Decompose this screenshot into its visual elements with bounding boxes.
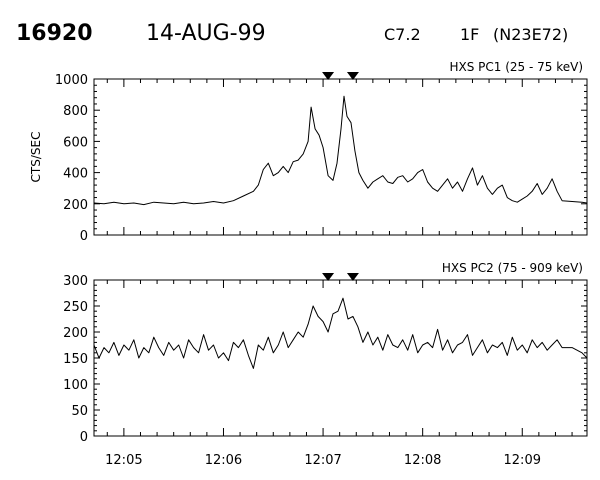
- x-tick-label: 12:06: [205, 453, 242, 468]
- series-line-pc1: [93, 95, 588, 206]
- y-tick-label-pc1: 1000: [55, 73, 88, 88]
- time-marker-pc2: [322, 273, 335, 281]
- panel-pc1-title: HXS PC1 (25 - 75 keV): [449, 60, 583, 74]
- panel-pc2: HXS PC2 (75 - 909 keV) 0 50 100 150 200 250 30…: [63, 261, 588, 468]
- time-marker-pc1: [322, 72, 335, 80]
- y-tick-label-pc2: 50: [71, 404, 88, 419]
- y-tick-label-pc1: 200: [63, 198, 88, 213]
- y-tick-label-pc2: 300: [63, 274, 88, 289]
- time-marker-pc1: [346, 72, 359, 80]
- time-marker-pc2: [346, 273, 359, 281]
- y-tick-label-pc1: 600: [63, 135, 88, 150]
- panel-pc2-title: HXS PC2 (75 - 909 keV): [442, 261, 583, 275]
- flare-location: (N23E72): [493, 25, 568, 44]
- goes-class: C7.2: [384, 25, 421, 44]
- x-tick-label: 12:07: [304, 453, 341, 468]
- plot-frame-pc1: [93, 78, 588, 236]
- x-tick-label: 12:08: [404, 453, 441, 468]
- y-tick-label-pc2: 150: [63, 352, 88, 367]
- y-tick-label-pc2: 200: [63, 326, 88, 341]
- panel-pc1: HXS PC1 (25 - 75 keV) CTS/SEC 0 200 400 600…: [29, 60, 588, 244]
- y-tick-label-pc2: 100: [63, 378, 88, 393]
- event-id: 16920: [16, 21, 93, 46]
- y-tick-label-pc1: 800: [63, 104, 88, 119]
- y-tick-label-pc1: 0: [80, 229, 88, 244]
- optical-class: 1F: [460, 25, 479, 44]
- y-tick-label-pc2: 250: [63, 300, 88, 315]
- x-tick-label: 12:05: [105, 453, 142, 468]
- event-date: 14-AUG-99: [146, 21, 266, 46]
- y-tick-label-pc2: 0: [80, 430, 88, 445]
- x-tick-label: 12:09: [504, 453, 541, 468]
- y-axis-label: CTS/SEC: [29, 132, 43, 183]
- series-line-pc2: [93, 297, 588, 369]
- y-tick-label-pc1: 400: [63, 167, 88, 182]
